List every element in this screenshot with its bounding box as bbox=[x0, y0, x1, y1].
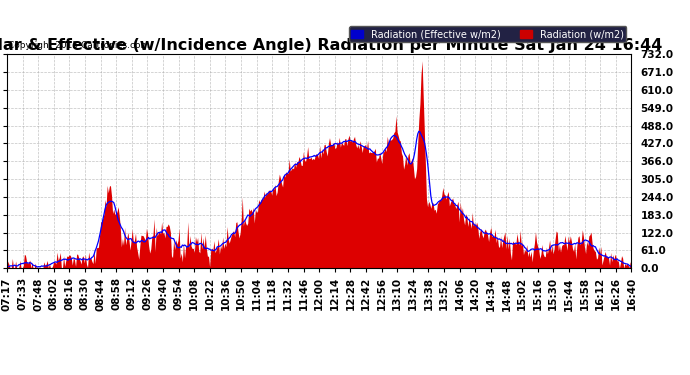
Title: Solar & Effective (w/Incidence Angle) Radiation per Minute Sat Jan 24 16:44: Solar & Effective (w/Incidence Angle) Ra… bbox=[0, 38, 663, 53]
Text: Copyright 2015 Cartronics.com: Copyright 2015 Cartronics.com bbox=[8, 41, 149, 50]
Legend: Radiation (Effective w/m2), Radiation (w/m2): Radiation (Effective w/m2), Radiation (w… bbox=[348, 26, 627, 42]
